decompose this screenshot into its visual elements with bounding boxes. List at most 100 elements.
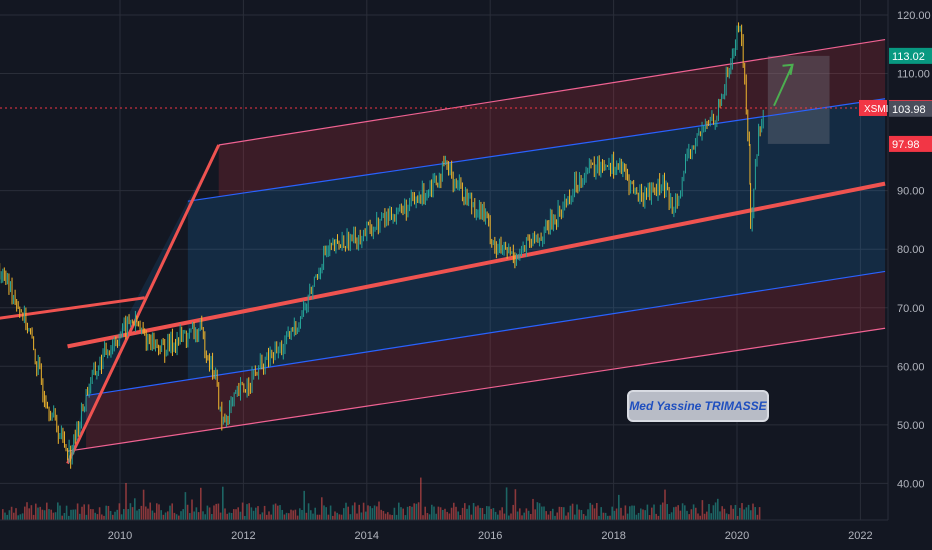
volume-bar — [270, 514, 272, 520]
volume-bar — [411, 506, 413, 520]
volume-bar — [30, 505, 33, 520]
volume-bar — [349, 514, 352, 520]
x-tick-label: 2012 — [231, 530, 255, 542]
volume-bar — [523, 512, 525, 520]
volume-bar — [615, 508, 618, 520]
volume-bar — [92, 509, 94, 520]
volume-bar — [543, 506, 545, 520]
volume-bar — [96, 514, 99, 520]
volume-bar — [138, 508, 140, 520]
volume-bar — [266, 514, 268, 520]
volume-bar — [490, 508, 492, 520]
volume-bar — [360, 512, 363, 520]
author-watermark: Med Yassine TRIMASSE — [627, 390, 769, 422]
volume-bar — [250, 507, 253, 520]
volume-bar — [26, 502, 28, 520]
volume-bar — [283, 514, 286, 520]
volume-bar — [164, 512, 167, 520]
volume-bar — [479, 507, 481, 520]
volume-bar — [422, 515, 424, 520]
volume-bar — [156, 503, 158, 520]
volume-bar — [609, 515, 611, 520]
x-tick-label: 2010 — [108, 530, 132, 542]
volume-bar — [629, 506, 631, 520]
channel-lines — [0, 38, 888, 465]
volume-bar — [167, 511, 169, 520]
volume-bar — [79, 513, 81, 520]
volume-bar — [611, 506, 613, 520]
volume-bar — [703, 513, 706, 520]
volume-bar — [105, 505, 107, 520]
volume-bar — [340, 514, 343, 520]
volume-bar — [246, 504, 248, 520]
volume-bar — [233, 509, 235, 520]
volume-bar — [442, 509, 444, 520]
volume-bar — [208, 507, 211, 520]
volume-bar — [321, 497, 323, 520]
volume-bar — [263, 505, 266, 520]
volume-bar — [107, 505, 110, 520]
volume-bar — [653, 504, 655, 520]
volume-bar — [85, 514, 88, 520]
volume-bar — [404, 515, 407, 520]
volume-bar — [68, 515, 70, 520]
volume-bar — [400, 507, 402, 520]
volume-bar — [343, 508, 345, 520]
volume-bar — [516, 511, 519, 520]
volume-bar — [743, 509, 745, 520]
volume-bar — [633, 505, 635, 520]
y-tick-label: 50.00 — [897, 420, 925, 432]
volume-bar — [382, 510, 385, 520]
volume-bar — [268, 511, 270, 520]
volume-bar — [52, 512, 55, 520]
volume-bar — [714, 502, 717, 520]
volume-bar — [279, 505, 281, 520]
volume-bar — [732, 508, 734, 520]
x-tick-label: 2016 — [478, 530, 502, 542]
volume-bar — [444, 508, 446, 520]
volume-bar — [644, 510, 646, 520]
volume-bar — [534, 509, 536, 520]
volume-bar — [72, 509, 74, 520]
volume-bar — [398, 502, 400, 520]
volume-bar — [50, 509, 52, 520]
volume-bar — [461, 507, 464, 520]
volume-bar — [6, 514, 8, 520]
volume-bar — [635, 514, 638, 520]
volume-bar — [624, 505, 627, 520]
volume-bar — [525, 508, 528, 520]
volume-bar — [420, 477, 422, 520]
volume-bar — [87, 504, 90, 520]
volume-bar — [587, 509, 589, 520]
volume-bar — [706, 511, 708, 520]
volume-bar — [677, 505, 679, 520]
volume-bar — [316, 514, 319, 520]
volume-bar — [334, 511, 336, 520]
volume-bar — [367, 505, 369, 520]
volume-bar — [362, 502, 365, 520]
y-tick-label: 70.00 — [897, 303, 925, 315]
volume-bar — [426, 513, 429, 520]
volume-bar — [712, 505, 715, 520]
volume-bar — [483, 514, 486, 520]
volume-bar — [252, 510, 255, 520]
volume-bar — [259, 514, 261, 520]
price-tag-label: 97.98 — [892, 139, 920, 151]
volume-bar — [213, 505, 215, 520]
volume-bar — [235, 509, 237, 520]
volume-bar — [554, 515, 556, 520]
volume-bar — [675, 506, 677, 520]
volume-bar — [402, 508, 404, 520]
y-tick-label: 90.00 — [897, 186, 925, 198]
volume-bar — [690, 509, 693, 520]
volume-bar — [193, 511, 195, 520]
volume-bar — [521, 515, 523, 520]
y-tick-label: 80.00 — [897, 244, 925, 256]
volume-bar — [417, 502, 420, 520]
volume-bar — [224, 508, 226, 520]
volume-bar — [758, 507, 761, 520]
volume-bar — [171, 503, 173, 520]
volume-bar — [255, 507, 257, 520]
volume-bar — [389, 514, 391, 520]
